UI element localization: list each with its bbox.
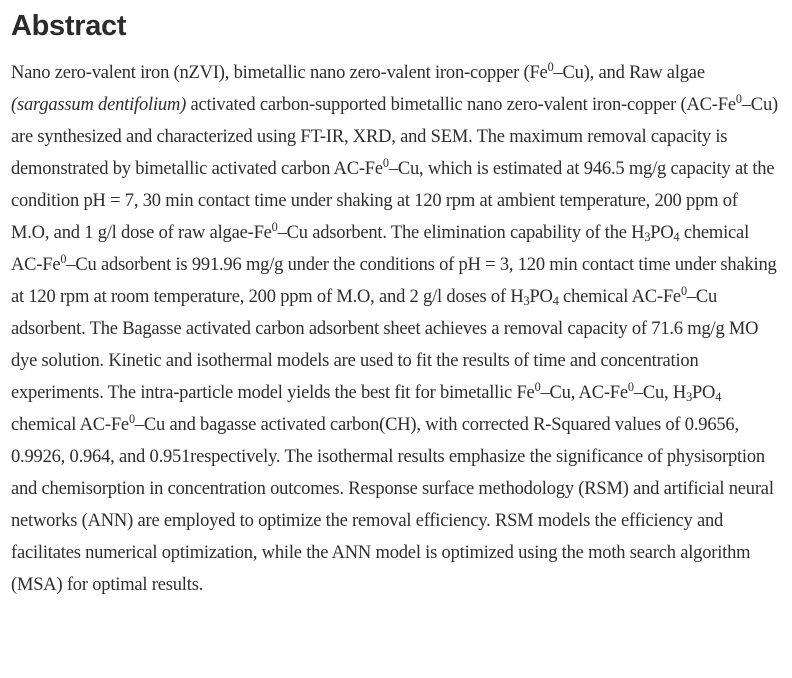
abstract-heading: Abstract	[11, 10, 127, 42]
abstract-body-text: Nano zero-valent iron (nZVI), bimetallic…	[11, 60, 778, 595]
abstract-section: Abstract Nano zero-valent iron (nZVI), b…	[11, 10, 778, 595]
